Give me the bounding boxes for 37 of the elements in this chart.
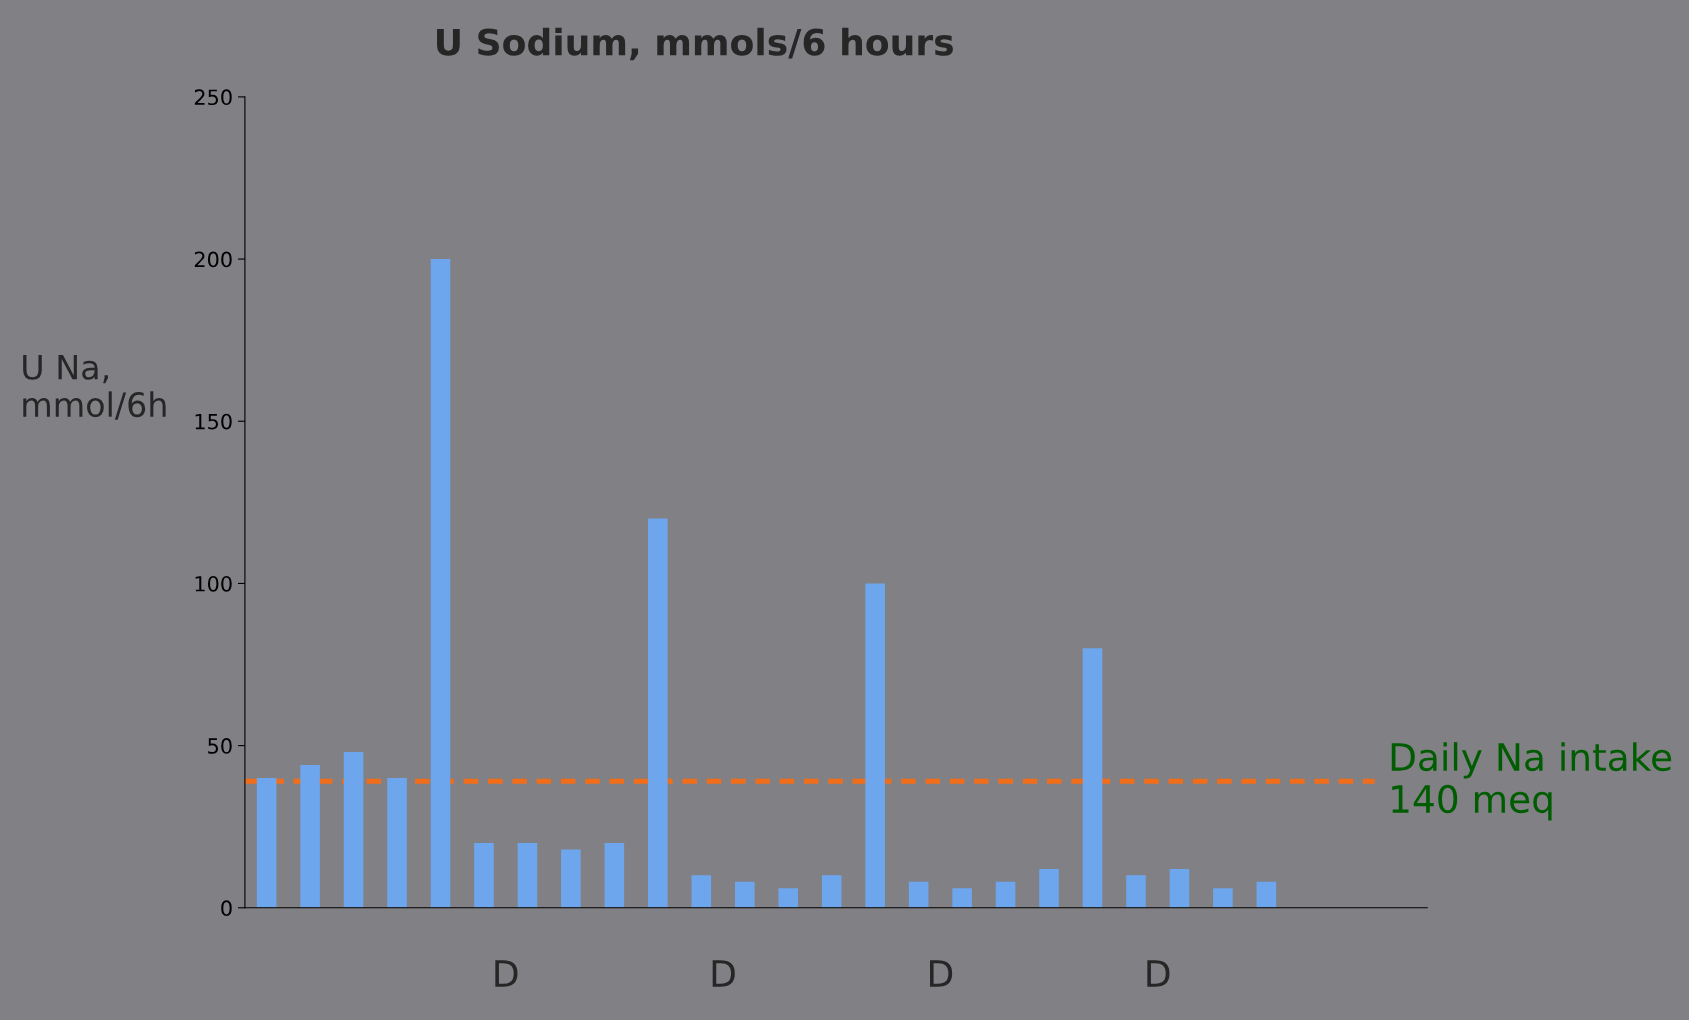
text: D [1147,960,1170,987]
bar [430,259,451,908]
bar [1039,868,1059,908]
bar [474,842,494,908]
bar [387,778,407,908]
bar [561,849,581,908]
y-tick-label: 250 [194,89,232,106]
bar [648,518,668,908]
bar [908,881,929,908]
bar [1213,888,1233,908]
bar [256,778,277,908]
text: D [712,960,735,987]
y-axis-title: U Na, mmol/6h [23,355,166,420]
bar [952,888,972,908]
ref-line-label: Daily Na intake 140 meq [1391,742,1672,821]
y-tick-label: 200 [194,251,232,268]
bar [343,752,364,908]
bar [300,765,320,908]
bar [995,881,1016,908]
bar [821,875,842,908]
y-tick-label: 150 [195,413,232,430]
bar [517,842,538,908]
chart-title: U Sodium, mmols/6 hours [437,27,953,61]
bar [1169,868,1190,908]
text: D [495,960,518,987]
y-tick-label: 50 [208,738,232,754]
bar [865,583,885,908]
bar [1126,875,1146,908]
y-tick-label: 100 [195,575,232,592]
bar [778,888,799,908]
bar [734,881,755,908]
bar [1082,648,1103,908]
bar [1256,881,1277,908]
bar [604,842,625,908]
bar [691,875,712,908]
text: D [930,960,953,987]
y-tick-label: 0 [221,900,232,917]
